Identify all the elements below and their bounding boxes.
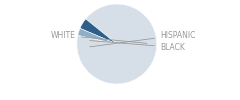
Text: BLACK: BLACK [90,41,185,52]
Text: HISPANIC: HISPANIC [90,31,195,47]
Wedge shape [77,4,157,84]
Text: WHITE: WHITE [51,31,147,43]
Wedge shape [78,28,117,44]
Wedge shape [80,19,117,44]
